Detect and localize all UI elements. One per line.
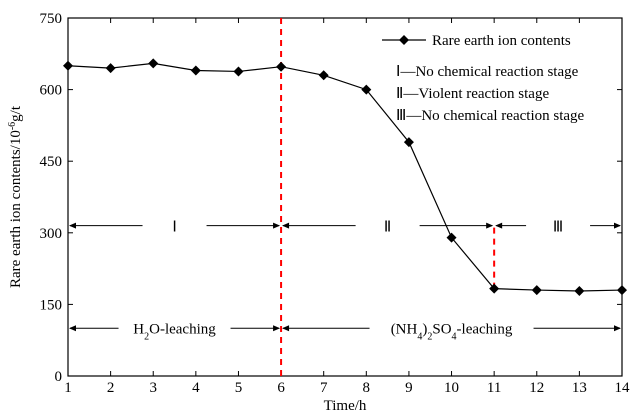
data-point (63, 60, 73, 71)
x-tick-label: 12 (529, 380, 544, 396)
x-tick-label: 5 (235, 380, 243, 396)
legend-note-3: Ⅲ—No chemical reaction stage (396, 108, 585, 124)
y-tick-label: 600 (40, 83, 63, 99)
stage-label-2: Ⅱ (384, 220, 391, 236)
phase-label-1: H2O-leaching (133, 321, 216, 342)
stage-label-3: Ⅲ (553, 220, 563, 236)
data-point (617, 285, 627, 296)
y-tick-label: 750 (40, 11, 63, 27)
y-tick-label: 300 (40, 226, 63, 242)
data-point (574, 286, 585, 297)
series-line-1 (67, 62, 623, 292)
y-axis-title: Rare earth ion contents/10-6g/t (7, 105, 25, 288)
data-point (489, 283, 500, 294)
stage-arrow-1 (69, 222, 281, 229)
stage-arrow-2 (282, 222, 494, 229)
x-tick-label: 8 (363, 380, 371, 396)
data-point (148, 58, 159, 69)
data-point (446, 232, 457, 243)
x-tick-label: 1 (64, 380, 72, 396)
phase-label-2: (NH4)2SO4-leaching (391, 321, 513, 342)
x-tick-label: 4 (192, 380, 200, 396)
x-tick-label: 10 (444, 380, 459, 396)
stage-label-1: Ⅰ (172, 220, 176, 236)
legend-note-1: Ⅰ—No chemical reaction stage (396, 64, 579, 80)
data-point (403, 137, 414, 148)
phase-arrow-2 (282, 325, 621, 332)
phase-arrow-1 (69, 325, 281, 332)
x-tick-label: 6 (277, 380, 285, 396)
x-tick-label: 9 (405, 380, 413, 396)
x-axis-title: Time/h (324, 398, 367, 414)
data-point (318, 70, 329, 81)
data-point (233, 66, 244, 77)
x-tick-label: 14 (615, 380, 631, 396)
legend-note-2: Ⅱ—Violent reaction stage (396, 86, 549, 102)
data-point (531, 285, 542, 296)
x-tick-label: 7 (320, 380, 328, 396)
y-tick-label: 450 (40, 154, 63, 170)
x-tick-label: 13 (572, 380, 587, 396)
data-point (190, 65, 201, 76)
data-point (361, 84, 372, 95)
legend-marker (399, 35, 409, 45)
plot-frame (67, 17, 623, 377)
x-tick-label: 3 (149, 380, 157, 396)
data-point (276, 61, 287, 72)
y-tick-label: 0 (55, 369, 63, 385)
stage-arrow-3 (495, 222, 621, 229)
data-point (105, 63, 116, 74)
legend-label: Rare earth ion contents (432, 33, 571, 49)
x-tick-label: 11 (487, 380, 501, 396)
y-tick-label: 150 (40, 297, 63, 313)
x-tick-label: 2 (107, 380, 115, 396)
